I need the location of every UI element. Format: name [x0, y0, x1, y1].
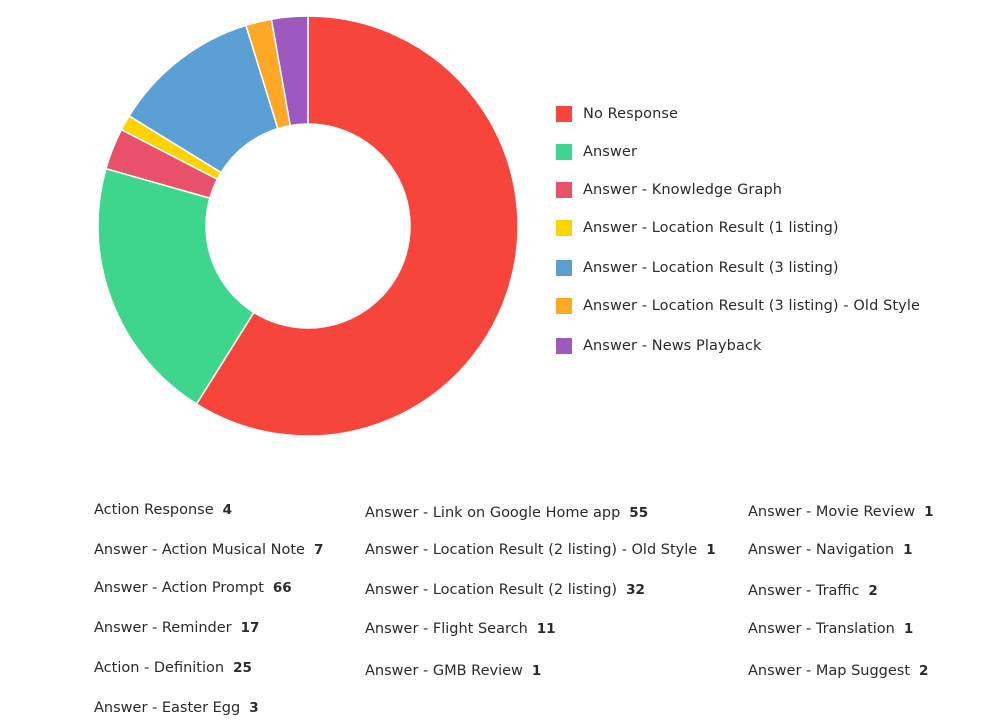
stat-value: 32 — [626, 582, 645, 598]
stat-item: Answer - Movie Review 1 — [748, 504, 934, 520]
stat-label: Answer - Reminder — [94, 620, 232, 636]
donut-chart — [97, 15, 519, 437]
stat-value: 1 — [706, 542, 716, 558]
stat-item: Answer - Action Musical Note 7 — [94, 542, 323, 558]
legend-swatch — [556, 106, 572, 122]
stat-label: Action - Definition — [94, 660, 225, 676]
stat-value: 66 — [272, 580, 292, 596]
stat-label: Answer - Movie Review — [748, 504, 916, 520]
stat-value: 1 — [903, 542, 913, 558]
stat-item: Answer - Action Prompt 66 — [94, 580, 292, 596]
stat-item: Action - Definition 25 — [94, 660, 252, 676]
donut-slice-0[interactable] — [195, 15, 519, 437]
stat-item: Answer - Navigation 1 — [748, 542, 912, 558]
legend-swatch — [556, 338, 572, 354]
stat-label: Answer - GMB Review — [365, 663, 523, 679]
stat-value: 4 — [222, 502, 233, 518]
stat-item: Answer - Link on Google Home app 55 — [365, 505, 648, 521]
stat-label: Action Response — [94, 502, 214, 518]
stat-label: Answer - Traffic — [748, 583, 860, 599]
legend-label: Answer - News Playback — [583, 338, 762, 354]
stat-value: 2 — [919, 663, 929, 679]
stat-value: 2 — [868, 583, 878, 599]
legend-label: Answer — [583, 144, 638, 160]
donut-slice-1[interactable] — [97, 167, 255, 406]
legend-swatch — [556, 144, 572, 160]
stat-item: Answer - Map Suggest 2 — [748, 663, 928, 679]
stat-value: 7 — [313, 542, 324, 558]
stat-value: 1 — [531, 663, 542, 679]
legend-swatch — [556, 260, 572, 276]
stat-value: 25 — [233, 660, 252, 676]
legend-label: Answer - Location Result (3 listing) — [583, 260, 839, 276]
stat-label: Answer - Map Suggest — [748, 663, 911, 679]
stat-item: Answer - Reminder 17 — [94, 620, 259, 636]
legend-label: No Response — [583, 106, 679, 122]
stat-label: Answer - Location Result (2 listing) — [365, 582, 618, 598]
stat-value: 1 — [903, 621, 914, 637]
stat-label: Answer - Flight Search — [365, 621, 528, 637]
legend-swatch — [556, 298, 572, 314]
stat-item: Answer - Flight Search 11 — [365, 621, 556, 637]
stat-value: 11 — [536, 621, 556, 637]
stat-item: Answer - GMB Review 1 — [365, 663, 541, 679]
stat-label: Answer - Action Musical Note — [94, 542, 305, 558]
legend-label: Answer - Location Result (3 listing) - O… — [583, 298, 920, 314]
stat-item: Answer - Location Result (2 listing) 32 — [365, 582, 645, 598]
stat-item: Action Response 4 — [94, 502, 232, 518]
stat-value: 1 — [924, 504, 934, 520]
stat-label: Answer - Action Prompt — [94, 580, 264, 596]
stat-value: 17 — [240, 620, 260, 636]
stat-item: Answer - Traffic 2 — [748, 583, 878, 599]
legend-swatch — [556, 182, 572, 198]
stat-value: 3 — [249, 700, 259, 716]
stat-item: Answer - Easter Egg 3 — [94, 700, 259, 716]
legend-swatch — [556, 220, 572, 236]
stat-item: Answer - Translation 1 — [748, 621, 913, 637]
stat-label: Answer - Location Result (2 listing) - O… — [365, 542, 698, 558]
stat-label: Answer - Navigation — [748, 542, 895, 558]
stat-value: 55 — [629, 505, 649, 521]
donut-slice-6[interactable] — [270, 15, 309, 127]
legend-label: Answer - Knowledge Graph — [583, 182, 783, 198]
stat-label: Answer - Link on Google Home app — [365, 505, 621, 521]
legend-label: Answer - Location Result (1 listing) — [583, 220, 839, 236]
stat-label: Answer - Easter Egg — [94, 700, 241, 716]
stat-item: Answer - Location Result (2 listing) - O… — [365, 542, 716, 558]
stat-label: Answer - Translation — [748, 621, 895, 637]
